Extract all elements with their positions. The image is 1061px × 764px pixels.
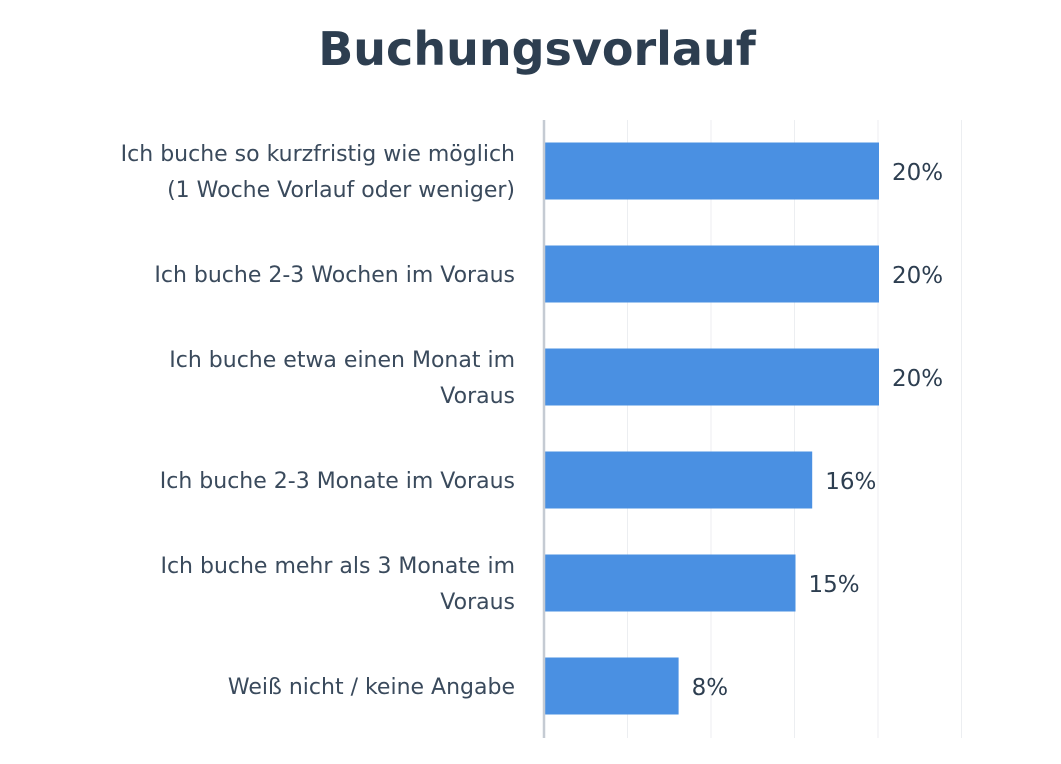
value-label: 8% [692,675,729,701]
category-label-line: Ich buche 2-3 Monate im Voraus [160,469,515,494]
value-label: 16% [825,469,876,495]
bars [545,142,879,715]
value-label: 20% [892,366,943,392]
category-label: Ich buche 2-3 Monate im Voraus [160,469,515,494]
category-label-line: Ich buche mehr als 3 Monate im [160,554,515,579]
category-label-line: Ich buche 2-3 Wochen im Voraus [154,263,515,288]
value-labels: 20% 20% 20% 16% 15% 8% [692,160,944,701]
value-label: 15% [809,572,860,598]
category-label: Ich buche so kurzfristig wie möglich (1 W… [121,142,515,203]
category-label: Ich buche mehr als 3 Monate im Voraus [160,554,515,615]
category-label-line: Ich buche so kurzfristig wie möglich [121,142,515,167]
category-label-line: Weiß nicht / keine Angabe [228,675,515,700]
bar [545,142,879,200]
bar [545,245,879,303]
category-label: Weiß nicht / keine Angabe [228,675,515,700]
category-label: Ich buche 2-3 Wochen im Voraus [154,263,515,288]
bar [545,451,813,509]
category-label-line: (1 Woche Vorlauf oder weniger) [167,178,515,203]
category-label-line: Voraus [440,590,515,615]
chart-title: Buchungsvorlauf [318,22,756,76]
bar [545,657,679,715]
value-label: 20% [892,263,943,289]
category-label-line: Voraus [440,384,515,409]
grid-lines [627,120,962,738]
bar [545,554,796,612]
category-label: Ich buche etwa einen Monat im Voraus [169,348,515,409]
category-label-line: Ich buche etwa einen Monat im [169,348,515,373]
value-label: 20% [892,160,943,186]
bar [545,348,879,406]
category-labels: Ich buche so kurzfristig wie möglich (1 W… [121,142,515,700]
